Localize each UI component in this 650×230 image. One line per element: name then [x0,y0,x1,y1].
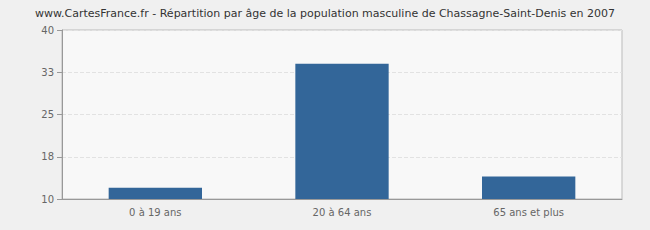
svg-text:www.CartesFrance.fr - Répartit: www.CartesFrance.fr - Répartition par âg… [35,7,615,20]
svg-text:65 ans et plus: 65 ans et plus [493,207,564,218]
svg-text:0 à 19 ans: 0 à 19 ans [129,207,181,218]
svg-text:33: 33 [41,67,54,78]
svg-text:40: 40 [41,25,54,36]
svg-text:20 à 64 ans: 20 à 64 ans [313,207,372,218]
svg-text:18: 18 [41,151,54,162]
svg-text:25: 25 [41,109,54,120]
svg-text:10: 10 [41,194,54,205]
